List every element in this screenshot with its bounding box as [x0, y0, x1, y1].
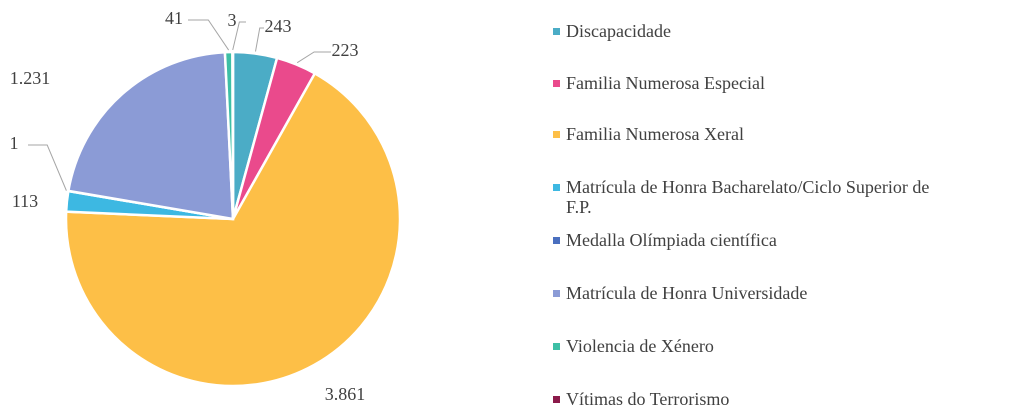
legend-label: Discapacidade: [566, 21, 671, 41]
leader-line: [188, 19, 230, 51]
data-label: 3.861: [325, 384, 366, 404]
legend-item: Vítimas do Terrorismo: [553, 389, 946, 405]
data-label: 3: [228, 10, 237, 30]
legend-label: Medalla Olímpiada científica: [566, 230, 777, 250]
legend-item: Familia Numerosa Xeral: [553, 124, 946, 144]
leader-line: [28, 144, 67, 191]
data-label: 1.231: [10, 68, 51, 88]
data-label: 223: [332, 40, 359, 60]
pie-slice: [64, 71, 402, 388]
legend-swatch: [553, 290, 560, 297]
legend-swatch: [553, 237, 560, 244]
legend-item: Violencia de Xénero: [553, 336, 946, 356]
legend-label: Matrícula de Honra Universidade: [566, 283, 808, 303]
leader-line: [255, 27, 264, 52]
data-label: 41: [165, 8, 183, 28]
legend-item: Discapacidade: [553, 21, 946, 41]
legend-label: Violencia de Xénero: [566, 336, 714, 356]
legend-item: Matrícula de Honra Bacharelato/Ciclo Sup…: [553, 177, 946, 217]
pie-slice: [66, 50, 235, 221]
legend-label: Familia Numerosa Especial: [566, 73, 765, 93]
data-label: 1: [10, 133, 19, 153]
leader-line: [296, 51, 331, 64]
legend-swatch: [553, 131, 560, 138]
legend-item: Matrícula de Honra Universidade: [553, 283, 946, 303]
legend-swatch: [553, 343, 560, 350]
legend-swatch: [553, 28, 560, 35]
legend-label: Vítimas do Terrorismo: [566, 389, 730, 405]
legend-swatch: [553, 80, 560, 87]
legend-item: Medalla Olímpiada científica: [553, 230, 946, 250]
legend-swatch: [553, 184, 560, 191]
pie-area: 243 223 3.861 113 1 1.231 41 3: [10, 8, 402, 404]
data-label: 113: [12, 191, 38, 211]
pie-slice: [231, 50, 235, 220]
legend-swatch: [553, 396, 560, 403]
leader-line: [232, 21, 246, 51]
legend-label: Matrícula de Honra Bacharelato/Ciclo Sup…: [566, 177, 930, 217]
legend-item: Familia Numerosa Especial: [553, 73, 946, 93]
legend-label: Familia Numerosa Xeral: [566, 124, 744, 144]
data-label: 243: [265, 16, 292, 36]
